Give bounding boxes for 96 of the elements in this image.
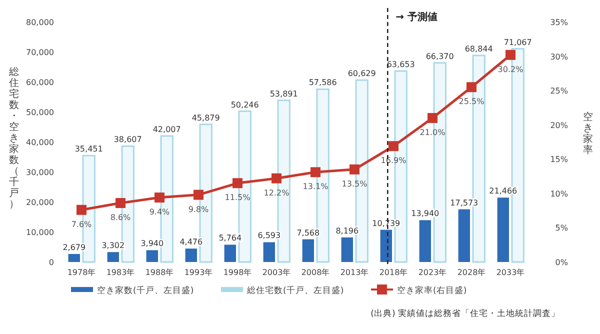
bar (419, 220, 431, 262)
y-tick-label: 70,000 (26, 48, 54, 57)
data-label: 38,607 (114, 135, 142, 144)
data-label: 13,940 (411, 209, 440, 218)
y-tick-label: 60,000 (26, 78, 54, 87)
data-label: 12.2% (264, 188, 290, 198)
text: (出典) 実績値は総務省「住宅・土地統計調査」 (370, 308, 560, 319)
x-tick-label: 2013年 (340, 268, 369, 277)
bar (380, 230, 392, 262)
bar (341, 237, 353, 262)
y2-tick-label: 10% (550, 189, 568, 198)
point (506, 50, 516, 60)
data-label: 25.5% (458, 97, 485, 106)
y2-tick-label: 20% (550, 120, 568, 130)
bar (224, 244, 236, 262)
bar (458, 209, 470, 262)
data-label: 68,844 (464, 44, 493, 54)
data-label: 7,568 (296, 228, 320, 238)
data-label: 9.4% (149, 208, 170, 217)
point (428, 113, 438, 123)
y-tick-label: 20,000 (26, 198, 54, 207)
x-tick-label: 1978年 (67, 268, 96, 277)
x-tick-label: 1988年 (145, 268, 174, 277)
point (116, 198, 126, 208)
data-label: 8,196 (336, 226, 359, 236)
data-label: 42,007 (152, 124, 181, 134)
y2-axis-title: 空き家率 (583, 111, 593, 156)
point (466, 82, 476, 92)
data-label: 9.8% (188, 204, 210, 214)
data-label: 16.9% (380, 156, 407, 166)
y-tick-label: 10,000 (26, 228, 54, 237)
point (76, 204, 86, 215)
y2-tick-label: 25% (550, 86, 568, 96)
y2-tick-label: 35% (550, 18, 568, 27)
point (310, 167, 320, 178)
point (154, 192, 164, 203)
legend-label: 空き家率(右目盛) (397, 285, 467, 296)
bar (146, 250, 158, 262)
data-label: 6,593 (258, 231, 281, 240)
x-tick-label: 2003年 (262, 268, 291, 277)
bar (302, 239, 314, 262)
x-tick-label: 2018年 (379, 268, 408, 277)
x-tick-label: 2033年 (496, 268, 525, 277)
data-label: 4,476 (180, 238, 203, 247)
data-label: 66,370 (426, 52, 454, 61)
y-tick-label: 80,000 (26, 18, 54, 27)
y-tick-label: 30,000 (26, 168, 54, 177)
data-label: 3,302 (102, 241, 125, 250)
bar (263, 242, 275, 262)
data-label: 35,451 (74, 144, 103, 154)
legend-label: 空き家数(千戸、左目盛) (97, 285, 194, 296)
y-tick-label: 40,000 (26, 138, 54, 147)
y2-tick-label: 0% (555, 258, 568, 267)
bar (185, 248, 197, 262)
bar (68, 254, 80, 262)
data-label: 3,940 (140, 239, 164, 248)
data-label: 60,629 (348, 69, 376, 78)
data-label: 63,653 (386, 60, 415, 70)
point (350, 164, 360, 174)
data-label: 21,466 (489, 186, 518, 196)
data-label: 71,067 (504, 38, 532, 47)
data-label: 13.5% (342, 179, 368, 188)
data-label: 50,246 (230, 100, 259, 110)
data-label: 17,573 (450, 198, 478, 208)
point (194, 190, 204, 200)
text: 総住宅数・空き家数（千戸） (9, 67, 19, 210)
data-label: 7.6% (71, 220, 92, 229)
data-label: 21.0% (420, 128, 446, 137)
y-tick-label: 0 (48, 258, 54, 267)
x-tick-label: 1983年 (106, 268, 135, 277)
x-tick-label: 1993年 (184, 268, 213, 277)
x-tick-label: 2028年 (457, 268, 486, 277)
data-label: 2,679 (62, 242, 86, 252)
y2-tick-label: 15% (550, 155, 568, 164)
legend-label: 総住宅数(千戸、左目盛) (246, 285, 344, 296)
data-label: 11.5% (224, 193, 251, 202)
point (232, 178, 242, 188)
data-label: 5,764 (218, 234, 242, 243)
y-tick-label: 50,000 (26, 108, 54, 117)
y2-tick-label: 5% (555, 224, 568, 233)
data-label: 13.1% (302, 182, 329, 192)
y2-tick-label: 30% (550, 52, 568, 62)
x-tick-label: 2023年 (418, 268, 447, 277)
bar (497, 198, 509, 262)
ref-line-label: → 予測値 (396, 11, 438, 23)
x-tick-label: 2008年 (301, 268, 330, 277)
data-label: 53,891 (270, 89, 298, 98)
point (272, 173, 282, 184)
point (388, 141, 398, 152)
data-label: 8.6% (110, 213, 132, 222)
data-label: 30.2% (498, 64, 524, 74)
data-label: 45,879 (192, 113, 220, 122)
bar (107, 252, 119, 262)
data-label: 10,739 (372, 218, 400, 228)
x-tick-label: 1998年 (223, 268, 252, 277)
data-label: 57,586 (308, 78, 337, 88)
